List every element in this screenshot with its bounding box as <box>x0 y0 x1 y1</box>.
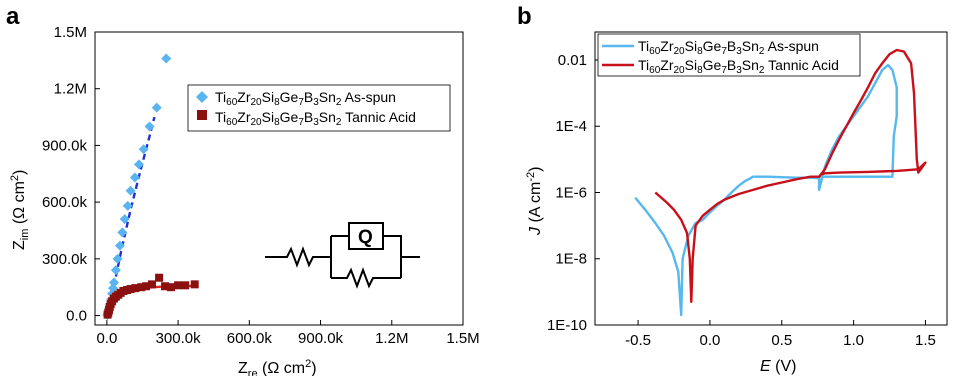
y-tick-label-b: 1E-6 <box>555 184 587 201</box>
x-tick-label-b: 0.5 <box>771 332 792 349</box>
circuit-parallel-branch <box>330 235 420 289</box>
axis-ticks-b: -0.5 0.0 0.5 1.0 1.5 1E-10 1E-8 1E-6 1E-4 0.01 <box>547 52 936 349</box>
y-tick-label-a: 1.2M <box>54 81 87 98</box>
x-tick-label-b: -0.5 <box>625 332 651 349</box>
data-point-as_spun <box>110 265 121 276</box>
data-point-as_spun <box>151 102 162 113</box>
legend-box-b <box>597 33 861 77</box>
axis-ticks-a: 0.0 300.0k 600.0k 900.0k 1.2M 1.5M 0.0 300.0k 60… <box>42 24 480 347</box>
data-point-as_spun <box>122 200 133 211</box>
legend-text-as-spun-b: Ti60Zr20Si8Ge7B3Sn2 As-spun <box>638 38 819 57</box>
data-point-as_spun <box>161 53 172 64</box>
x-tick-label-a: 1.5M <box>446 330 479 347</box>
legend-marker-tannic <box>197 110 207 120</box>
x-tick-label-b: 0.0 <box>700 332 721 349</box>
data-point-tannic <box>126 285 135 294</box>
series-line-as_spun <box>634 63 898 317</box>
circuit-cpe-label: Q <box>358 227 373 248</box>
data-point-tannic <box>155 273 164 282</box>
legend-b: Ti60Zr20Si8Ge7B3Sn2 As-spun Ti60Zr20Si8G… <box>597 33 861 77</box>
y-tick-label-b: 0.01 <box>558 52 587 69</box>
equivalent-circuit <box>265 222 420 289</box>
data-point-as_spun <box>138 144 149 155</box>
data-point-tannic <box>181 281 190 290</box>
x-tick-label-b: 1.5 <box>915 332 936 349</box>
panel-label-a: a <box>6 3 20 30</box>
data-point-as_spun <box>112 253 123 264</box>
y-tick-label-b: 1E-4 <box>555 118 587 135</box>
legend-text-as-spun-a: Ti60Zr20Si8Ge7B3Sn2 As-spun <box>215 89 396 108</box>
data-points-a <box>102 53 199 321</box>
data-lines-b <box>634 48 927 317</box>
data-point-as_spun <box>125 185 136 196</box>
legend-text-tannic-a: Ti60Zr20Si8Ge7B3Sn2 Tannic Acid <box>215 109 416 128</box>
data-point-as_spun <box>119 214 130 225</box>
circuit-cpe-box <box>348 222 384 250</box>
plot-frame-a <box>94 31 464 326</box>
data-point-tannic <box>147 280 156 289</box>
data-point-as_spun <box>114 240 125 251</box>
legend-marker-as-spun <box>196 91 208 103</box>
data-point-as_spun <box>129 172 140 183</box>
x-axis-label-b: E (V) <box>760 358 796 375</box>
y-tick-label-a: 0.0 <box>66 308 87 325</box>
data-point-tannic <box>190 280 199 289</box>
circuit-resistor-series <box>265 246 331 268</box>
data-point-as_spun <box>117 227 128 238</box>
y-tick-label-a: 900.0k <box>42 137 88 154</box>
x-tick-label-a: 300.0k <box>156 330 202 347</box>
y-tick-label-b: 1E-8 <box>555 251 587 268</box>
data-point-tannic <box>137 283 146 292</box>
plot-frame-b <box>594 31 948 326</box>
y-axis-label-b: J (A cm-2) <box>525 167 544 236</box>
data-point-tannic <box>174 281 183 290</box>
legend-text-tannic-b: Ti60Zr20Si8Ge7B3Sn2 Tannic Acid <box>638 57 839 76</box>
y-tick-label-a: 600.0k <box>42 194 88 211</box>
x-tick-label-a: 1.2M <box>375 330 408 347</box>
x-tick-label-a: 600.0k <box>227 330 273 347</box>
data-point-tannic <box>161 282 170 291</box>
x-tick-label-a: 0.0 <box>96 330 117 347</box>
data-point-as_spun <box>144 121 155 132</box>
series-line-tannic <box>654 48 927 303</box>
x-axis-label-a: Zre (Ω cm2) <box>238 358 317 376</box>
y-tick-label-a: 300.0k <box>42 251 88 268</box>
data-point-as_spun <box>108 277 119 288</box>
y-axis-label-a: Zim (Ω cm2) <box>9 170 31 250</box>
x-tick-label-b: 1.0 <box>843 332 864 349</box>
legend-a: Ti60Zr20Si8Ge7B3Sn2 As-spun Ti60Zr20Si8G… <box>187 84 451 132</box>
data-point-as_spun <box>133 159 144 170</box>
panel-label-b: b <box>517 3 532 30</box>
y-tick-label-b: 1E-10 <box>547 317 587 334</box>
data-point-tannic <box>166 283 175 292</box>
x-tick-label-a: 900.0k <box>298 330 344 347</box>
data-point-tannic <box>131 284 140 293</box>
legend-box-a <box>187 84 451 132</box>
y-tick-label-a: 1.5M <box>54 24 87 41</box>
data-point-tannic <box>142 282 151 291</box>
